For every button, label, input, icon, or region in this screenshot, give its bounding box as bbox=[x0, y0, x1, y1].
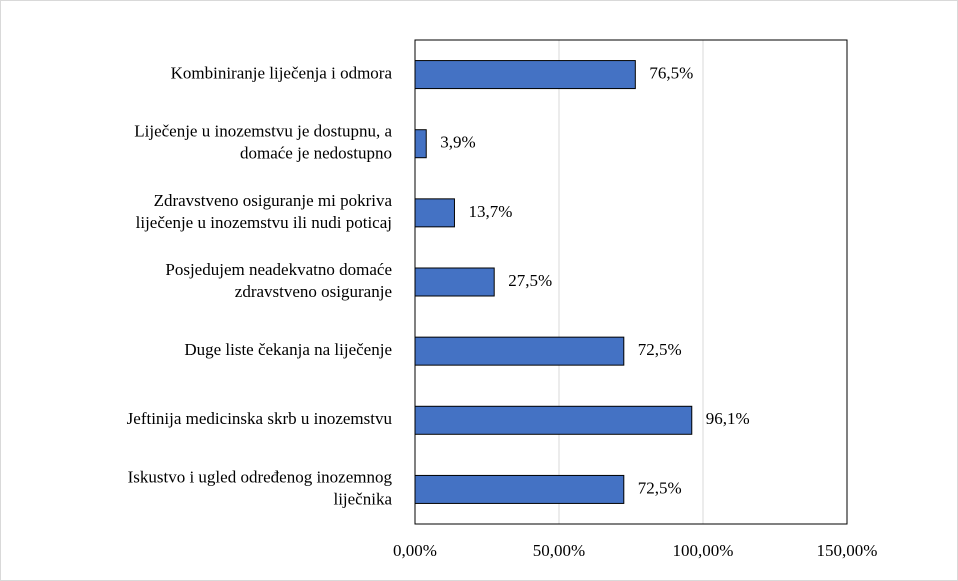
y-tick-label: Duge liste čekanja na liječenje bbox=[184, 340, 392, 359]
data-label: 72,5% bbox=[638, 478, 682, 497]
data-label: 3,9% bbox=[440, 133, 475, 152]
y-tick-label: Jeftinija medicinska skrb u inozemstvu bbox=[127, 409, 393, 428]
y-tick-label: Posjedujem neadekvatno domaće bbox=[165, 260, 392, 279]
bar bbox=[414, 336, 625, 366]
x-tick-label: 100,00% bbox=[673, 541, 734, 560]
data-label: 96,1% bbox=[706, 409, 750, 428]
y-tick-label: Zdravstveno osiguranje mi pokriva bbox=[154, 191, 393, 210]
data-label: 27,5% bbox=[508, 271, 552, 290]
x-tick-label: 150,00% bbox=[817, 541, 878, 560]
y-tick-label: domaće je nedostupno bbox=[240, 144, 392, 163]
x-tick-label: 50,00% bbox=[533, 541, 585, 560]
y-tick-label: Kombiniranje liječenja i odmora bbox=[171, 63, 393, 82]
data-label: 13,7% bbox=[468, 202, 512, 221]
bar bbox=[414, 129, 427, 159]
x-tick-label: 0,00% bbox=[393, 541, 437, 560]
y-tick-label: zdravstveno osiguranje bbox=[235, 282, 392, 301]
bar bbox=[414, 267, 495, 297]
bar bbox=[414, 198, 455, 228]
data-label: 76,5% bbox=[649, 63, 693, 82]
bar bbox=[414, 474, 625, 504]
y-tick-label: Liječenje u inozemstvu je dostupnu, a bbox=[134, 122, 392, 141]
y-tick-label: liječnika bbox=[333, 489, 392, 508]
y-tick-label: Iskustvo i ugled određenog inozemnog bbox=[128, 467, 393, 486]
y-tick-label: liječenje u inozemstvu ili nudi poticaj bbox=[136, 213, 392, 232]
bar bbox=[414, 405, 693, 435]
data-label: 72,5% bbox=[638, 340, 682, 359]
bar bbox=[414, 60, 636, 90]
